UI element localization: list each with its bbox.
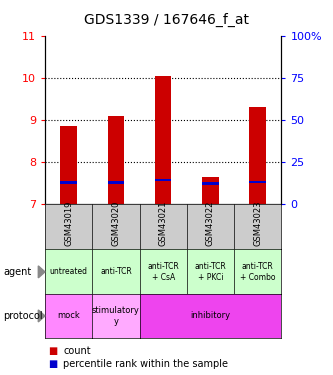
Text: inhibitory: inhibitory (190, 311, 230, 320)
Text: ■: ■ (48, 346, 58, 355)
Bar (202, 177, 219, 204)
Text: GSM43021: GSM43021 (159, 200, 168, 246)
Bar (60, 181, 77, 184)
Bar (202, 182, 219, 184)
Bar (249, 181, 266, 183)
Bar (155, 76, 171, 204)
Bar (108, 116, 124, 204)
Text: GSM43022: GSM43022 (206, 200, 215, 246)
Bar (155, 178, 171, 181)
Text: anti-TCR: anti-TCR (100, 267, 132, 276)
Text: GSM43020: GSM43020 (111, 200, 121, 246)
Text: untreated: untreated (50, 267, 88, 276)
Text: count: count (63, 346, 91, 355)
Text: anti-TCR
+ CsA: anti-TCR + CsA (147, 262, 179, 282)
Text: anti-TCR
+ Combo: anti-TCR + Combo (240, 262, 275, 282)
Text: agent: agent (3, 267, 32, 277)
Bar (108, 181, 124, 184)
Text: GSM43019: GSM43019 (64, 200, 73, 246)
Text: GDS1339 / 167646_f_at: GDS1339 / 167646_f_at (84, 13, 249, 27)
Text: mock: mock (57, 311, 80, 320)
Bar (60, 126, 77, 204)
Text: percentile rank within the sample: percentile rank within the sample (63, 359, 228, 369)
Text: ■: ■ (48, 359, 58, 369)
Text: GSM43023: GSM43023 (253, 200, 262, 246)
Text: anti-TCR
+ PKCi: anti-TCR + PKCi (194, 262, 226, 282)
Text: protocol: protocol (3, 311, 43, 321)
Text: stimulatory
y: stimulatory y (92, 306, 140, 326)
Bar (249, 107, 266, 204)
